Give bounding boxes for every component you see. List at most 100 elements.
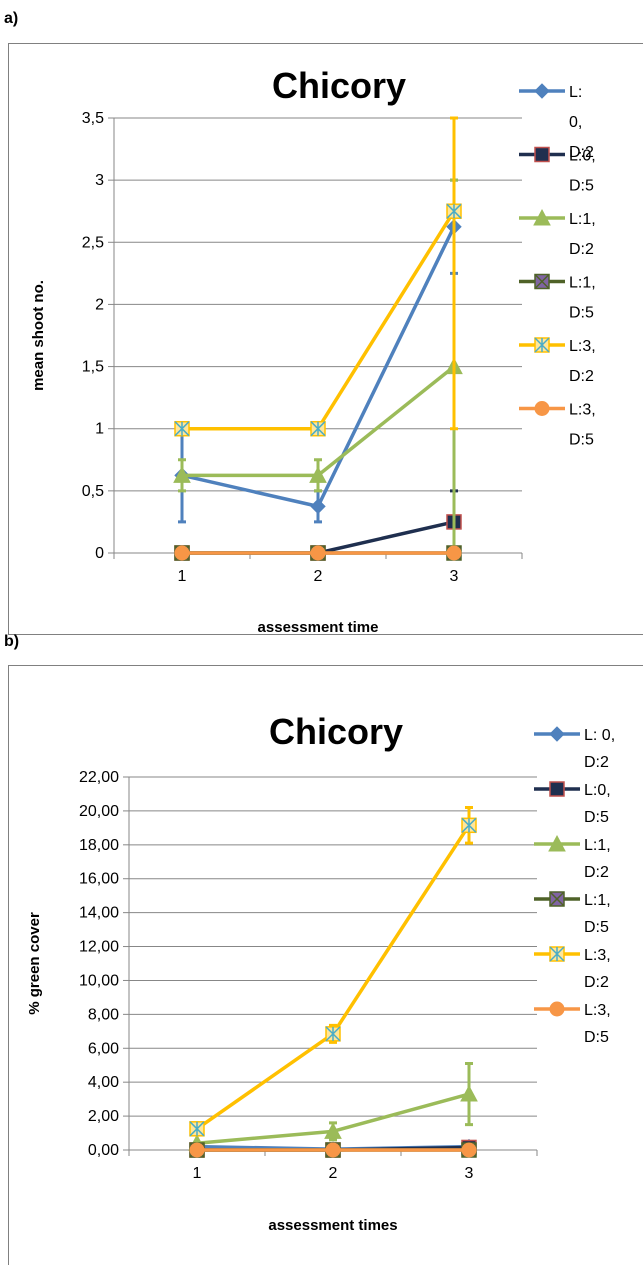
chart-b-legend-label: D:2 bbox=[584, 754, 609, 771]
chart-b-legend-label: L:0, bbox=[584, 782, 611, 799]
chart-a-data-point bbox=[174, 420, 190, 437]
chart-frame-b: Chicory 0,00 2,00 4,00 6,00 8,00 10,00 12,00 14,… bbox=[8, 665, 643, 1265]
chart-a-legend-marker bbox=[533, 208, 551, 226]
chart-b-legend-label: D:5 bbox=[584, 1029, 609, 1046]
chart-a-data-point bbox=[446, 203, 462, 219]
chart-a-y-tick-label: 2,5 bbox=[82, 234, 104, 251]
chart-a-x-axis-title: assessment time bbox=[258, 619, 379, 636]
chart-a-legend-label: L:1, bbox=[569, 275, 596, 292]
chart-b-data-point bbox=[189, 1142, 205, 1158]
chart-a-series-5 bbox=[174, 116, 462, 437]
chart-b-title: Chicory bbox=[269, 711, 403, 752]
chart-b-svg: Chicory 0,00 2,00 4,00 6,00 8,00 10,00 12,00 14,… bbox=[26, 711, 615, 1234]
chart-a-legend-entry: L:1, D:2 bbox=[519, 208, 596, 258]
chart-a-legend-label: D:2 bbox=[569, 368, 594, 385]
chart-a-legend-marker bbox=[534, 83, 550, 99]
chart-a-legend-marker bbox=[534, 146, 550, 163]
chart-a-legend-label: L:0, bbox=[569, 148, 596, 165]
chart-a-series-6 bbox=[174, 545, 462, 561]
chart-b-x-tick-label: 2 bbox=[329, 1165, 338, 1182]
chart-a-x-tick-label: 1 bbox=[178, 568, 187, 585]
chart-b-x-tick-label: 1 bbox=[193, 1165, 202, 1182]
chart-a-data-point bbox=[174, 545, 190, 561]
chart-b-legend-marker bbox=[549, 1001, 565, 1017]
chart-b-y-axis-title: % green cover bbox=[26, 912, 43, 1015]
chart-b-y-tick-label: 8,00 bbox=[88, 1006, 119, 1023]
chart-a-legend-label: D:5 bbox=[569, 432, 594, 449]
chart-b-y-tick-label: 18,00 bbox=[79, 837, 119, 854]
chart-a-series-line bbox=[182, 210, 456, 431]
chart-a-legend-label: L:1, bbox=[569, 211, 596, 228]
chart-a-y-tick-label: 3,5 bbox=[82, 110, 104, 127]
chart-a-legend-label: L:3, bbox=[569, 338, 596, 355]
chart-b-legend-marker bbox=[549, 891, 565, 907]
chart-b-legend-label: L:1, bbox=[584, 892, 611, 909]
chart-b-y-tick-label: 12,00 bbox=[79, 939, 119, 956]
chart-b-series-3 bbox=[188, 1062, 478, 1151]
chart-a-legend-entry: L:3, D:5 bbox=[519, 401, 596, 449]
chart-frame-a: Chicory 0 0,5 1 1,5 2 2,5 3 3,5 1 2 3 assessment tim… bbox=[8, 43, 643, 636]
chart-b-x-axis-title: assessment times bbox=[268, 1217, 397, 1234]
chart-b-legend-marker bbox=[549, 726, 565, 742]
chart-a-legend-label: L:3, bbox=[569, 402, 596, 419]
chart-a-data-point bbox=[309, 466, 327, 483]
chart-a-y-tick-label: 1 bbox=[95, 421, 104, 438]
chart-b-legend-entry: L:0, D:5 bbox=[534, 781, 611, 826]
chart-b-legend-label: D:5 bbox=[584, 809, 609, 826]
chart-b-legend-label: D:5 bbox=[584, 919, 609, 936]
chart-a-legend-marker bbox=[534, 273, 550, 290]
chart-a-data-point bbox=[310, 498, 326, 515]
chart-b-y-tick-label: 22,00 bbox=[79, 769, 119, 786]
chart-b-series-6 bbox=[189, 1142, 477, 1158]
chart-a-title: Chicory bbox=[272, 65, 406, 106]
chart-b-y-tick-label: 6,00 bbox=[88, 1040, 119, 1057]
chart-b-data-point bbox=[324, 1122, 342, 1139]
chart-a-legend-marker bbox=[534, 401, 550, 416]
chart-b-data-point bbox=[325, 1142, 341, 1158]
panel-label-b: b) bbox=[4, 633, 20, 650]
chart-b-y-tick-label: 20,00 bbox=[79, 803, 119, 820]
chart-b-y-tick-label: 16,00 bbox=[79, 871, 119, 888]
chart-b-data-point bbox=[189, 1121, 205, 1137]
chart-b-legend-label: L:3, bbox=[584, 947, 611, 964]
chart-b-legend-marker bbox=[549, 946, 565, 962]
chart-a-legend-entry: L:0, D:5 bbox=[519, 146, 596, 195]
chart-a-legend-label: D:5 bbox=[569, 178, 594, 195]
chart-b-y-tick-label: 4,00 bbox=[88, 1074, 119, 1091]
chart-b-legend-marker bbox=[548, 834, 566, 852]
chart-b-y-tick-label: 2,00 bbox=[88, 1108, 119, 1125]
chart-a-y-axis-title: mean shoot no. bbox=[30, 280, 47, 391]
chart-a-data-point bbox=[173, 466, 191, 483]
chart-b-legend-entry: L:1, D:2 bbox=[534, 834, 611, 881]
chart-b-legend-entry: L:3, D:5 bbox=[534, 1001, 611, 1046]
chart-a-legend-label: D:2 bbox=[569, 241, 594, 258]
chart-a-x-tick-label: 2 bbox=[314, 568, 323, 585]
chart-a-legend-label: L: bbox=[569, 84, 582, 101]
chart-a-legend-entry: L:3, D:2 bbox=[519, 337, 596, 385]
chart-a-data-point bbox=[446, 545, 462, 561]
chart-a-legend-label: 0, bbox=[569, 114, 582, 131]
chart-b-legend-label: L:1, bbox=[584, 837, 611, 854]
chart-a-error-bar bbox=[450, 116, 458, 431]
chart-a-y-tick-label: 3 bbox=[95, 172, 104, 189]
chart-b-legend-entry: L: 0, D:2 bbox=[534, 726, 615, 771]
chart-b-data-point bbox=[461, 1142, 477, 1158]
chart-a-legend-label: D:5 bbox=[569, 305, 594, 322]
chart-b-legend-label: D:2 bbox=[584, 974, 609, 991]
chart-b-data-point bbox=[461, 817, 477, 834]
chart-a-y-tick-label: 1,5 bbox=[82, 359, 104, 376]
chart-a-legend-marker bbox=[534, 337, 550, 353]
chart-a-x-tick-label: 3 bbox=[450, 568, 459, 585]
chart-a-y-tick-label: 0,5 bbox=[82, 483, 104, 500]
chart-b-series-5 bbox=[189, 806, 477, 1137]
chart-b-legend-marker bbox=[549, 781, 565, 797]
chart-b-series-line bbox=[195, 824, 471, 1131]
chart-b-legend-entry: L:3, D:2 bbox=[534, 946, 611, 991]
chart-a-data-point bbox=[310, 545, 326, 561]
chart-a-legend-entry: L: 0, D:2 bbox=[519, 83, 594, 161]
chart-a-legend-label: D:2 bbox=[569, 144, 594, 161]
chart-b-legend-entry: L:1, D:5 bbox=[534, 891, 611, 936]
chart-a-y-tick-label: 0 bbox=[95, 545, 104, 562]
chart-b-legend-label: L: 0, bbox=[584, 727, 615, 744]
chart-b-y-tick-label: 14,00 bbox=[79, 905, 119, 922]
